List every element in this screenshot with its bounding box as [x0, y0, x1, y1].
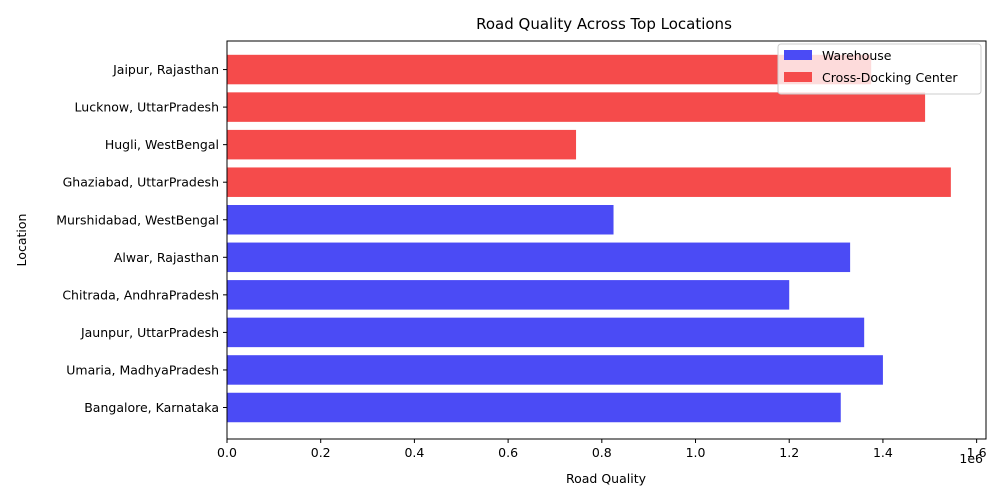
- plot-frame: [226, 40, 987, 440]
- legend-box: [777, 43, 982, 95]
- x-tick-label: 0.6: [498, 445, 518, 460]
- bar-5: [227, 205, 614, 235]
- y-tick-label: Jaunpur, UttarPradesh: [80, 325, 219, 340]
- y-tick-label: Alwar, Rajasthan: [114, 250, 219, 265]
- y-tick-label: Lucknow, UttarPradesh: [75, 100, 219, 115]
- x-tick-label: 1.6: [967, 445, 987, 460]
- x-axis-ticks: 0.0 0.2 0.4 0.6 0.8 1.0 1.2 1.4 1.6: [217, 439, 987, 460]
- y-tick-label: Hugli, WestBengal: [105, 137, 219, 152]
- x-tick-label: 0.2: [311, 445, 331, 460]
- y-axis-ticks: Bangalore, Karnataka Umaria, MadhyaPrades…: [56, 62, 227, 415]
- legend: Warehouse Cross-Docking Center: [777, 43, 982, 95]
- x-tick-label: 1.4: [873, 445, 893, 460]
- bar-7: [227, 129, 577, 160]
- y-tick-label: Murshidabad, WestBengal: [56, 212, 219, 227]
- bar-4: [227, 242, 851, 273]
- legend-label-cross-docking: Cross-Docking Center: [822, 70, 958, 85]
- bars-group: [227, 54, 951, 423]
- bar-9: [227, 54, 872, 85]
- bar-6: [227, 167, 951, 197]
- x-tick-label: 1.2: [779, 445, 799, 460]
- y-tick-label: Chitrada, AndhraPradesh: [62, 287, 219, 302]
- legend-swatch-cross-docking: [784, 72, 812, 82]
- x-tick-label: 0.8: [592, 445, 612, 460]
- bar-0: [227, 392, 841, 423]
- y-tick-label: Bangalore, Karnataka: [84, 400, 219, 415]
- legend-swatch-warehouse: [784, 50, 812, 60]
- y-tick-label: Jaipur, Rajasthan: [112, 62, 219, 77]
- legend-label-warehouse: Warehouse: [822, 48, 892, 63]
- bar-8: [227, 92, 926, 122]
- bar-3: [227, 280, 790, 310]
- x-axis-offset-label: 1e6: [959, 451, 983, 466]
- bar-1: [227, 355, 883, 385]
- chart-title: Road Quality Across Top Locations: [476, 15, 732, 33]
- x-axis-label: Road Quality: [566, 471, 647, 486]
- x-tick-label: 0.0: [217, 445, 237, 460]
- x-tick-label: 1.0: [686, 445, 706, 460]
- x-tick-label: 0.4: [404, 445, 424, 460]
- bar-2: [227, 317, 865, 348]
- y-tick-label: Ghaziabad, UttarPradesh: [63, 175, 219, 190]
- y-axis-label: Location: [14, 214, 29, 267]
- y-tick-label: Umaria, MadhyaPradesh: [66, 362, 219, 377]
